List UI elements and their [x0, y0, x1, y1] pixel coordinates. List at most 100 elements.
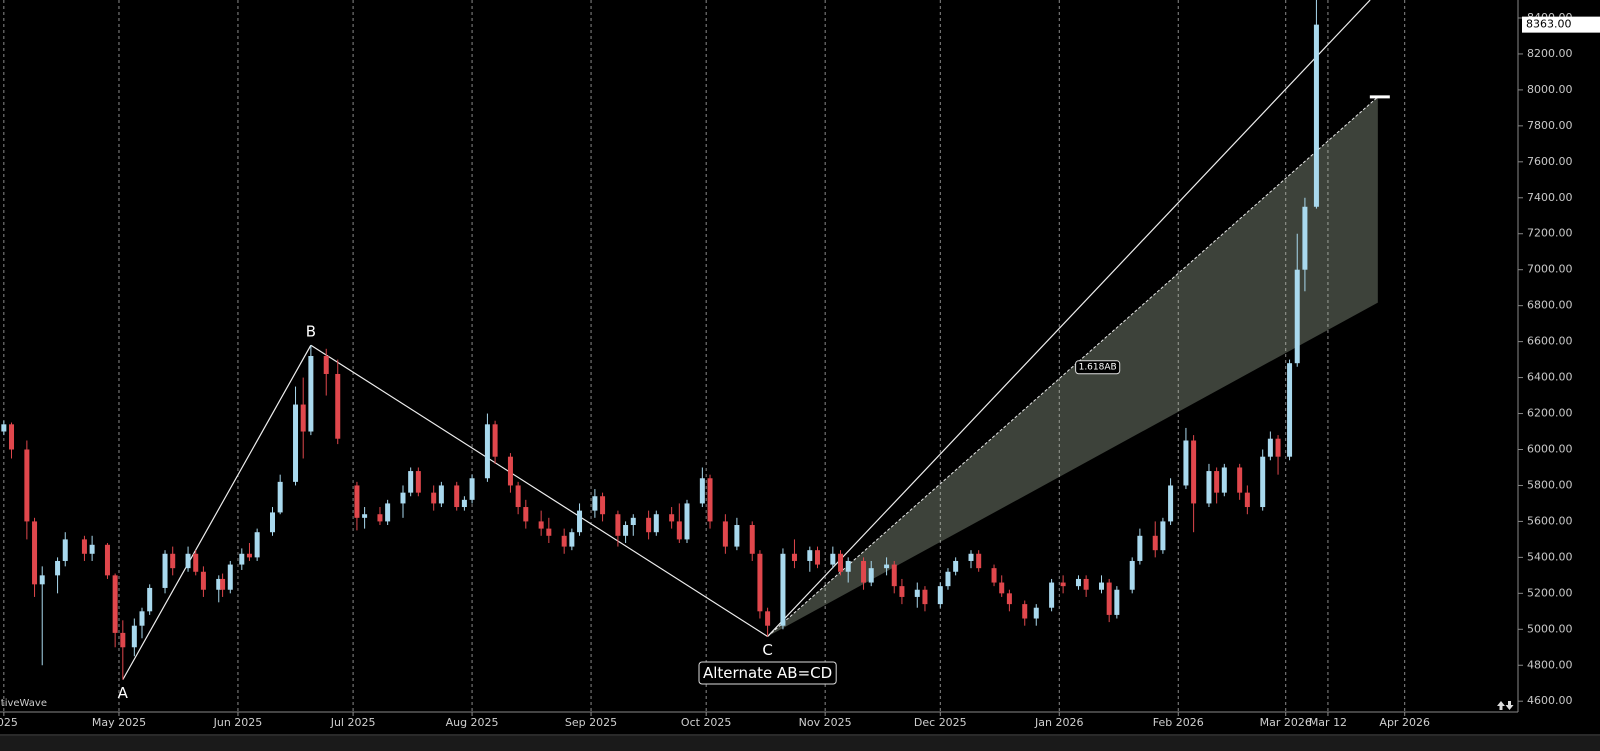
y-tick-label: 6600.00: [1527, 335, 1573, 348]
grid-layer: [3, 0, 1406, 712]
candle-body: [749, 525, 755, 554]
candle-body: [227, 564, 233, 590]
candle-body: [630, 517, 636, 526]
candle-body: [914, 589, 920, 597]
candle-body: [1075, 578, 1081, 587]
candle-body: [592, 496, 598, 511]
candle-body: [807, 550, 813, 561]
candle-body: [1244, 492, 1250, 508]
x-tick-label: 2025: [0, 716, 18, 729]
candle-body: [845, 560, 851, 572]
candle-body: [1294, 269, 1300, 364]
x-tick-label: Jun 2025: [213, 716, 263, 729]
candle-body: [953, 560, 959, 572]
candle-body: [162, 553, 168, 588]
candle-body: [707, 478, 713, 522]
candle-body: [1275, 438, 1281, 457]
candle-body: [722, 521, 728, 547]
candle-body: [1114, 589, 1120, 615]
candle-body: [308, 356, 314, 432]
candle-body: [791, 553, 797, 561]
candle-body: [523, 507, 529, 522]
candle-body: [1, 424, 7, 432]
x-tick-label: Sep 2025: [565, 716, 617, 729]
target-label-frame: [1075, 360, 1121, 375]
candle-body: [62, 539, 68, 561]
candle-body: [408, 471, 414, 493]
candle-body: [1183, 440, 1189, 486]
candle-body: [891, 564, 897, 587]
candle-body: [1287, 363, 1293, 457]
candle-body: [147, 587, 153, 612]
candle-body: [884, 564, 890, 569]
candle-body: [185, 553, 191, 569]
candle-body: [415, 471, 421, 493]
candle-body: [991, 568, 997, 583]
y-tick-label: 4600.00: [1527, 694, 1573, 707]
candle-body: [104, 544, 110, 576]
point-label: B: [306, 323, 316, 341]
candle-body: [170, 553, 176, 569]
point-label: C: [762, 641, 772, 659]
candle-body: [89, 544, 95, 554]
candle-body: [277, 481, 283, 513]
candle-body: [269, 512, 275, 533]
scroll-arrows[interactable]: [1497, 701, 1514, 710]
candle-body: [492, 424, 498, 457]
candle-body: [112, 575, 118, 633]
x-tick-label: Jan 2026: [1034, 716, 1083, 729]
y-tick-label: 6800.00: [1527, 299, 1573, 312]
candle-body: [354, 485, 360, 518]
candle-body: [765, 611, 771, 626]
candle-body: [1214, 471, 1220, 493]
y-tick-label: 4800.00: [1527, 658, 1573, 671]
candle-body: [1168, 485, 1174, 522]
candle-body: [216, 578, 222, 590]
y-tick-label: 8200.00: [1527, 47, 1573, 60]
candle-body: [1313, 24, 1319, 207]
candle-body: [1260, 456, 1266, 508]
candle-body: [684, 503, 690, 540]
candle-body: [838, 553, 844, 572]
candle-body: [1152, 535, 1158, 551]
y-tick-label: 5400.00: [1527, 550, 1573, 563]
x-tick-label: Apr 2026: [1379, 716, 1430, 729]
candle-body: [1060, 582, 1066, 587]
pattern-name-frame: [698, 661, 837, 685]
candle-body: [538, 521, 544, 529]
candle-body: [323, 356, 329, 374]
y-tick-label: 5800.00: [1527, 478, 1573, 491]
y-tick-label: 7800.00: [1527, 119, 1573, 132]
candle-body: [1221, 467, 1227, 493]
candle-body: [1033, 607, 1039, 619]
candle-body: [431, 492, 437, 504]
candle-body: [646, 517, 652, 533]
y-tick-label: 6200.00: [1527, 407, 1573, 420]
candle-body: [484, 424, 490, 479]
pattern-name: Alternate AB=CD: [703, 664, 832, 682]
arrow-up[interactable]: [1497, 701, 1505, 710]
y-tick-label: 7600.00: [1527, 155, 1573, 168]
candle-body: [922, 589, 928, 605]
x-tick-label: May 2025: [92, 716, 146, 729]
projection-upper-edge: [767, 96, 1379, 637]
candle-body: [830, 553, 836, 565]
candle-body: [362, 514, 368, 518]
y-tick-label: 6400.00: [1527, 371, 1573, 384]
candle-body: [577, 510, 583, 533]
x-tick-label: Mar 12: [1309, 716, 1347, 729]
candle-body: [814, 550, 820, 565]
pattern-leg: [310, 344, 768, 637]
point-label: A: [118, 684, 129, 702]
candle-body: [454, 485, 460, 508]
candle-body: [81, 539, 87, 554]
candle-body: [385, 503, 391, 522]
y-tick-label: 5000.00: [1527, 622, 1573, 635]
candle-body: [669, 514, 675, 522]
arrow-down[interactable]: [1505, 701, 1514, 710]
candle-body: [1106, 582, 1112, 615]
candle-body: [623, 525, 629, 536]
candle-body: [9, 424, 15, 450]
y-tick-label: 5600.00: [1527, 514, 1573, 527]
